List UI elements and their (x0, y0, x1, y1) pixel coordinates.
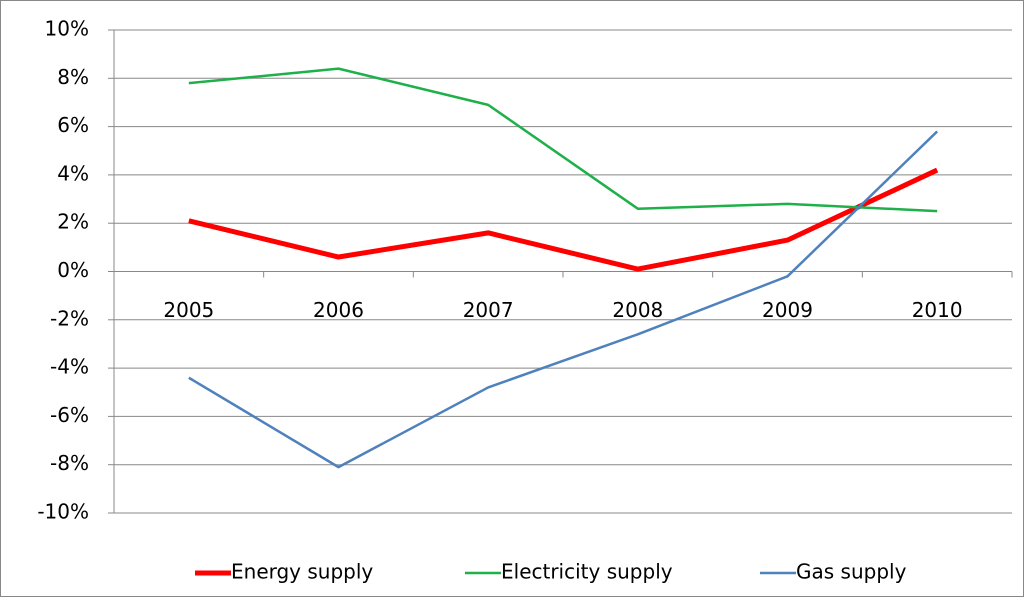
y-tick-label: 10% (45, 17, 89, 41)
legend-label: Electricity supply (501, 560, 673, 584)
y-tick-label: -4% (50, 355, 89, 379)
y-tick-label: -10% (37, 500, 89, 524)
y-tick-label: -8% (50, 451, 89, 475)
x-tick-label: 2010 (912, 298, 963, 322)
y-tick-label: 4% (57, 161, 89, 185)
x-tick-label: 2006 (313, 298, 364, 322)
x-tick-label: 2009 (762, 298, 813, 322)
y-tick-label: 8% (57, 65, 89, 89)
x-tick-label: 2008 (612, 298, 663, 322)
series-line (188, 167, 939, 272)
legend-label: Gas supply (796, 560, 907, 584)
x-tick-label: 2005 (163, 298, 214, 322)
y-tick-label: 0% (57, 258, 89, 282)
y-tick-label: -6% (50, 403, 89, 427)
y-tick-label: -2% (50, 306, 89, 330)
y-tick-label: 6% (57, 113, 89, 137)
series-line (188, 130, 939, 469)
legend-label: Energy supply (231, 560, 373, 584)
series-line (188, 67, 938, 213)
y-tick-label: 2% (57, 210, 89, 234)
x-tick-label: 2007 (463, 298, 514, 322)
